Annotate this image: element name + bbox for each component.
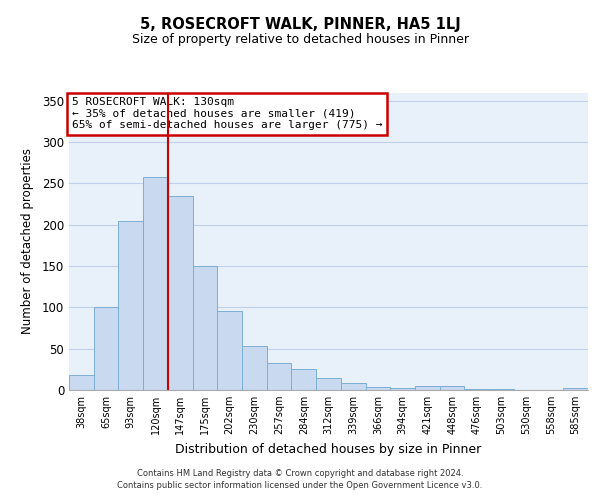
Bar: [440, 386, 464, 390]
Bar: [143, 177, 168, 390]
Text: Size of property relative to detached houses in Pinner: Size of property relative to detached ho…: [131, 32, 469, 46]
Bar: [168, 196, 193, 390]
Bar: [193, 266, 217, 390]
Bar: [563, 388, 588, 390]
Bar: [415, 386, 440, 390]
Bar: [464, 389, 489, 390]
Bar: [390, 388, 415, 390]
Bar: [489, 389, 514, 390]
Y-axis label: Number of detached properties: Number of detached properties: [20, 148, 34, 334]
Bar: [267, 362, 292, 390]
Bar: [118, 220, 143, 390]
Bar: [365, 386, 390, 390]
X-axis label: Distribution of detached houses by size in Pinner: Distribution of detached houses by size …: [175, 442, 482, 456]
Bar: [242, 346, 267, 390]
Bar: [69, 375, 94, 390]
Text: Contains HM Land Registry data © Crown copyright and database right 2024.: Contains HM Land Registry data © Crown c…: [137, 468, 463, 477]
Bar: [94, 308, 118, 390]
Text: Contains public sector information licensed under the Open Government Licence v3: Contains public sector information licen…: [118, 481, 482, 490]
Text: 5 ROSECROFT WALK: 130sqm
← 35% of detached houses are smaller (419)
65% of semi-: 5 ROSECROFT WALK: 130sqm ← 35% of detach…: [71, 97, 382, 130]
Bar: [292, 370, 316, 390]
Bar: [316, 378, 341, 390]
Bar: [341, 384, 365, 390]
Text: 5, ROSECROFT WALK, PINNER, HA5 1LJ: 5, ROSECROFT WALK, PINNER, HA5 1LJ: [140, 18, 460, 32]
Bar: [217, 312, 242, 390]
